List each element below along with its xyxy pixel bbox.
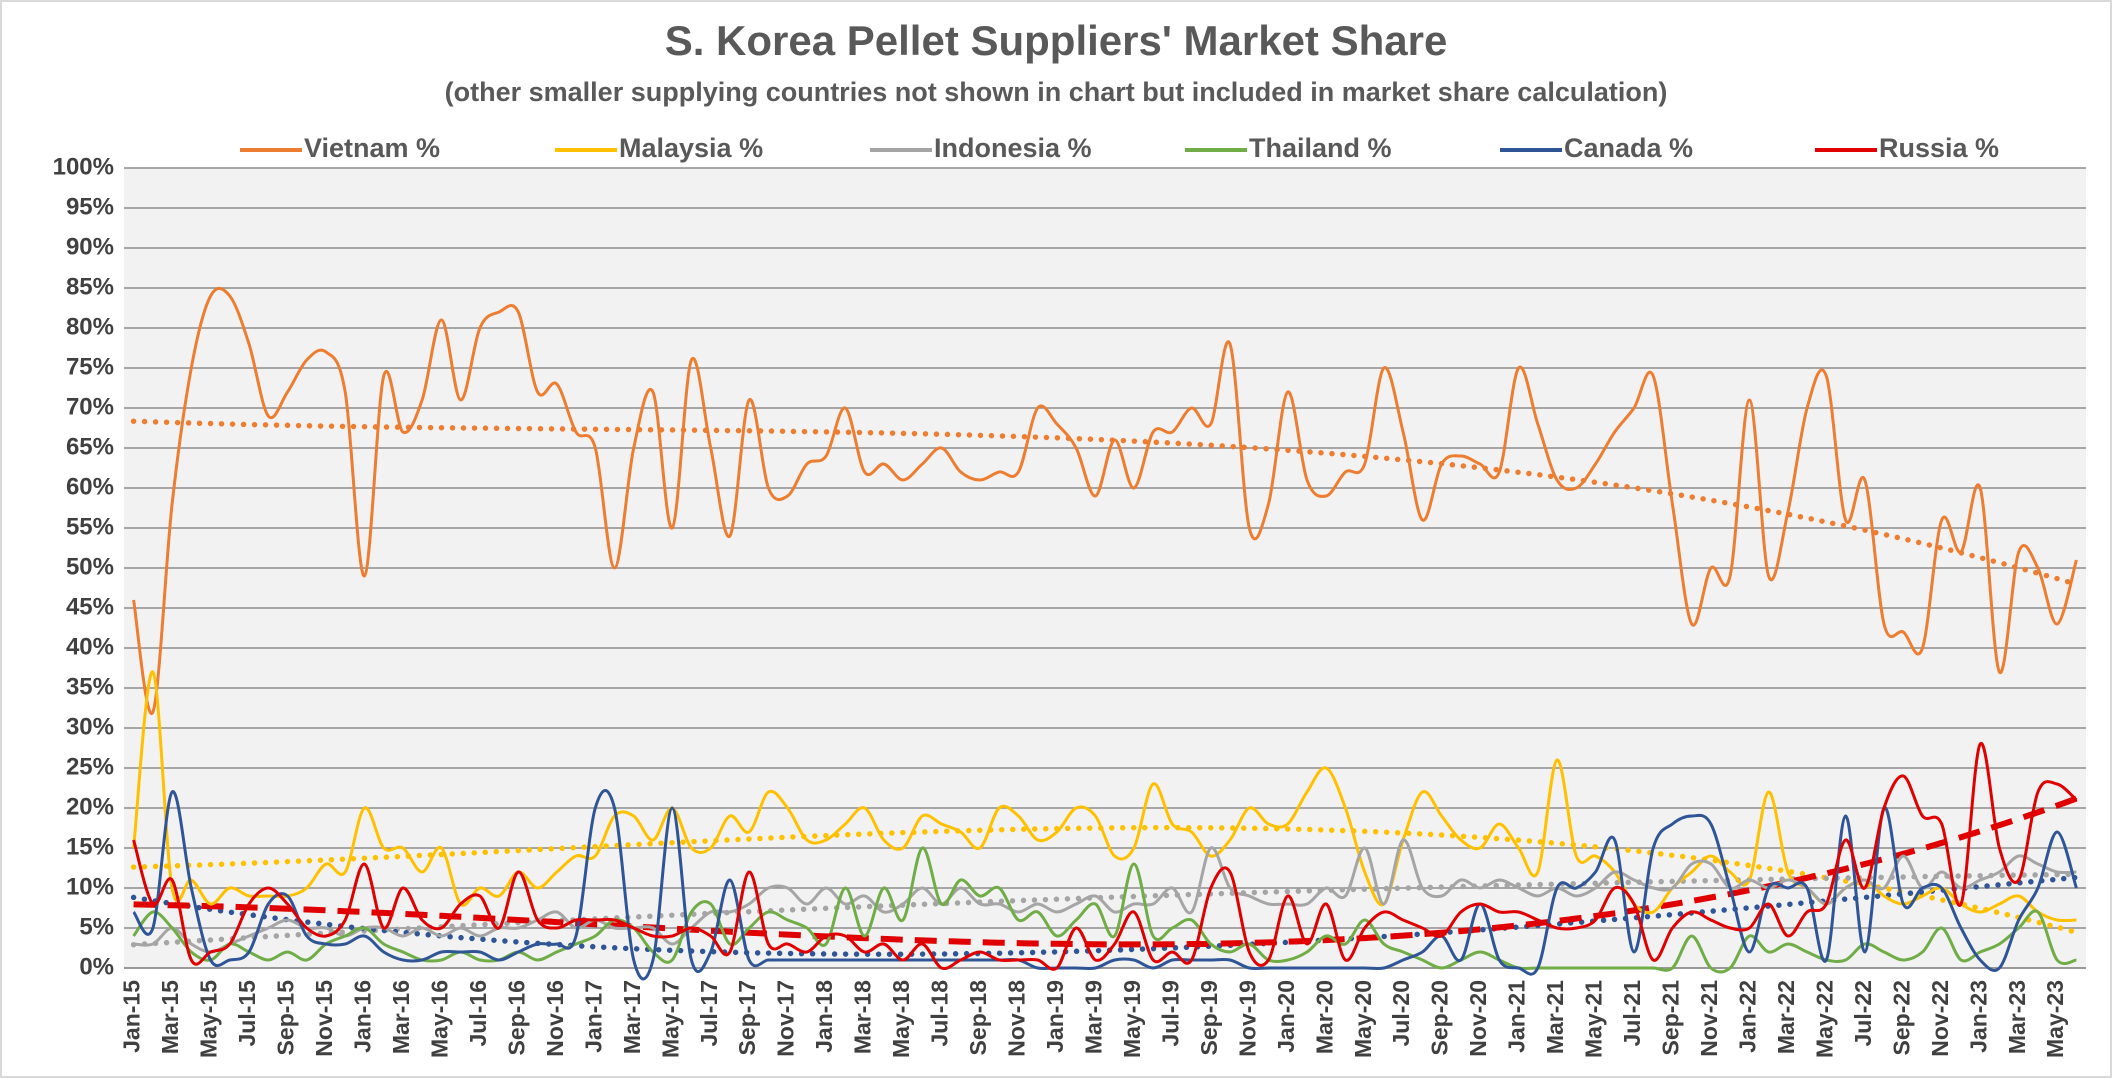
x-tick-label: May-19 [1119, 980, 1145, 1058]
x-tick-label: Mar-18 [850, 980, 876, 1054]
x-tick-label: May-16 [426, 980, 452, 1058]
x-tick-label: Nov-20 [1465, 980, 1491, 1057]
x-tick-label: Jan-19 [1042, 980, 1068, 1053]
x-tick-label: Jan-17 [580, 980, 606, 1053]
x-tick-label: Mar-16 [388, 980, 414, 1054]
y-tick-label: 25% [66, 753, 114, 780]
x-tick-label: Sep-19 [1196, 980, 1222, 1055]
y-tick-label: 5% [79, 913, 114, 940]
series-line [132, 287, 2078, 716]
chart-title: S. Korea Pellet Suppliers' Market Share [665, 17, 1448, 64]
y-tick-label: 65% [66, 433, 114, 460]
x-tick-label: Nov-17 [773, 980, 799, 1057]
y-tick-label: 55% [66, 513, 114, 540]
x-tick-label: Sep-22 [1888, 980, 1914, 1055]
x-tick-label: Nov-16 [542, 980, 568, 1057]
x-tick-label: May-20 [1350, 980, 1376, 1058]
x-tick-label: Nov-21 [1696, 980, 1722, 1057]
x-tick-label: Mar-23 [2004, 980, 2030, 1054]
x-tick-label: Sep-21 [1658, 980, 1684, 1056]
legend-label: Vietnam % [304, 133, 440, 163]
y-tick-label: 35% [66, 673, 114, 700]
x-tick-label: Jul-22 [1850, 980, 1876, 1046]
x-tick-label: Mar-19 [1080, 980, 1106, 1054]
x-tick-label: Jul-19 [1157, 980, 1183, 1046]
y-tick-label: 10% [66, 873, 114, 900]
x-tick-label: Sep-18 [965, 980, 991, 1056]
x-tick-label: Jul-17 [696, 980, 722, 1046]
x-tick-label: Jul-20 [1388, 980, 1414, 1046]
y-tick-label: 80% [66, 313, 114, 340]
x-tick-label: Jan-22 [1734, 980, 1760, 1053]
x-tick-label: Mar-17 [619, 980, 645, 1054]
trendline [130, 874, 2080, 957]
x-tick-label: Mar-22 [1773, 980, 1799, 1054]
x-tick-label: Jul-15 [234, 980, 260, 1047]
y-tick-label: 95% [66, 193, 114, 220]
x-tick-label: Jul-16 [465, 980, 491, 1046]
x-tick-label: Jan-18 [811, 980, 837, 1053]
x-tick-label: Jan-15 [119, 980, 145, 1053]
legend-label: Indonesia % [934, 133, 1092, 163]
y-tick-label: 100% [53, 153, 114, 180]
x-tick-label: Nov-18 [1004, 980, 1030, 1057]
x-tick-label: Sep-20 [1427, 980, 1453, 1055]
y-tick-label: 20% [66, 793, 114, 820]
x-tick-label: Sep-16 [503, 980, 529, 1055]
y-tick-label: 40% [66, 633, 114, 660]
y-tick-label: 90% [66, 233, 114, 260]
legend-label: Canada % [1564, 133, 1693, 163]
legend-label: Russia % [1879, 133, 1999, 163]
x-tick-label: May-22 [1811, 980, 1837, 1058]
x-tick-label: Jan-20 [1273, 980, 1299, 1053]
x-tick-label: May-23 [2042, 980, 2068, 1058]
x-tick-label: Mar-15 [157, 980, 183, 1054]
y-tick-label: 30% [66, 713, 114, 740]
trendline [133, 795, 2078, 948]
series-line [133, 838, 2077, 954]
x-tick-label: May-15 [196, 980, 222, 1058]
x-tick-label: Jan-16 [350, 980, 376, 1053]
y-tick-label: 45% [66, 593, 114, 620]
x-tick-label: Sep-17 [734, 980, 760, 1055]
x-tick-label: Jan-23 [1965, 980, 1991, 1053]
x-tick-label: Nov-22 [1927, 980, 1953, 1057]
legend-label: Malaysia % [619, 133, 763, 163]
series-line [132, 742, 2078, 971]
x-tick-label: Jul-21 [1619, 980, 1645, 1047]
y-tick-label: 75% [66, 353, 114, 380]
y-tick-label: 70% [66, 393, 114, 420]
x-tick-label: Nov-19 [1234, 980, 1260, 1057]
x-tick-label: May-17 [657, 980, 683, 1058]
x-tick-label: Mar-21 [1542, 980, 1568, 1054]
x-tick-label: Mar-20 [1311, 980, 1337, 1054]
x-tick-label: Jul-18 [927, 980, 953, 1047]
y-tick-label: 50% [66, 553, 114, 580]
x-tick-label: May-18 [888, 980, 914, 1058]
x-tick-label: May-21 [1581, 980, 1607, 1058]
x-tick-label: Sep-15 [273, 980, 299, 1056]
y-tick-label: 0% [79, 953, 114, 980]
legend-label: Thailand % [1249, 133, 1392, 163]
y-tick-label: 15% [66, 833, 114, 860]
y-tick-label: 85% [66, 273, 114, 300]
y-tick-label: 60% [66, 473, 114, 500]
x-tick-label: Jan-21 [1504, 980, 1530, 1053]
chart-subtitle: (other smaller supplying countries not s… [445, 77, 1668, 107]
series-lines [132, 287, 2078, 981]
x-tick-label: Nov-15 [311, 980, 337, 1057]
series-line [132, 789, 2078, 981]
